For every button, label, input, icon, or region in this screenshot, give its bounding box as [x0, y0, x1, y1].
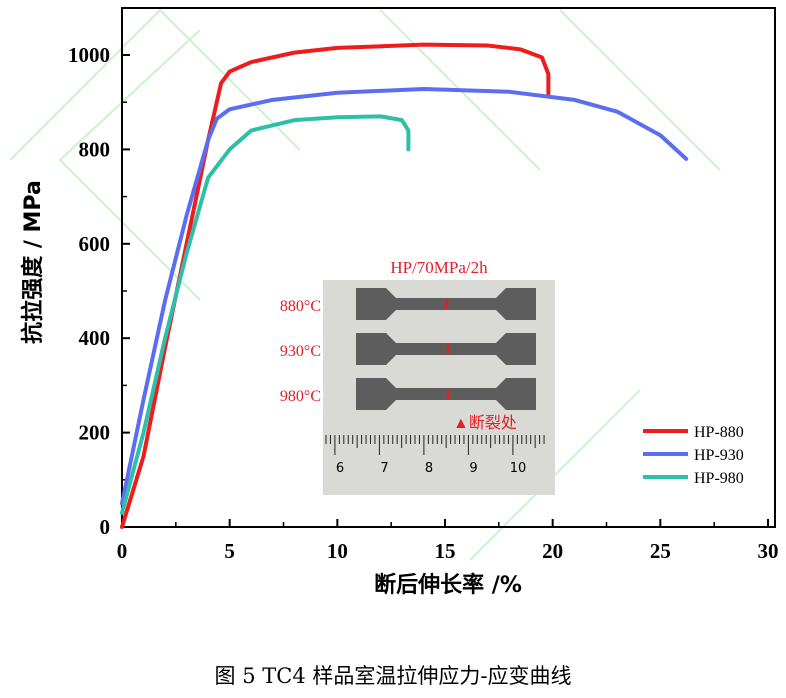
x-tick-label: 30 [758, 539, 779, 563]
ruler-label: 6 [336, 461, 344, 476]
legend-label: HP-980 [694, 470, 744, 487]
y-axis-label: 抗拉强度 / MPa [20, 180, 46, 344]
legend-label: HP-880 [694, 424, 744, 441]
legend-label: HP-930 [694, 447, 744, 464]
y-tick-label: 1000 [68, 43, 110, 67]
y-tick-label: 0 [100, 515, 111, 539]
series-line-hp-980 [120, 114, 411, 515]
x-tick-label: 5 [224, 539, 235, 563]
ruler-label: 8 [425, 461, 433, 476]
ruler-label: 10 [510, 461, 527, 476]
x-tick-label: 25 [650, 539, 671, 563]
y-tick-label: 400 [79, 326, 111, 350]
specimen [356, 333, 536, 365]
specimen [356, 378, 536, 410]
temperature-label: 880°C [280, 298, 321, 315]
ruler-label: 7 [380, 461, 388, 476]
temperature-label: 930°C [280, 343, 321, 360]
watermark-line [559, 9, 721, 171]
x-tick-label: 20 [542, 539, 563, 563]
x-tick-label: 15 [435, 539, 456, 563]
watermark-line [9, 9, 161, 161]
y-tick-label: 200 [79, 421, 111, 445]
y-tick-label: 800 [79, 137, 111, 161]
series-line-hp-930 [120, 86, 689, 506]
fracture-mark [443, 298, 450, 310]
x-tick-label: 10 [327, 539, 348, 563]
y-tick-label: 600 [79, 232, 111, 256]
x-axis-label: 断后伸长率 /% [374, 572, 522, 598]
plot-frame [121, 7, 776, 528]
ruler-label: 9 [469, 461, 477, 476]
watermark-line [59, 29, 201, 161]
fracture-label: ▲断裂处 [453, 414, 517, 432]
figure-caption: 图 5 TC4 样品室温拉伸应力-应变曲线 [214, 664, 572, 688]
watermark-line [159, 9, 301, 151]
x-tick-label: 0 [117, 539, 128, 563]
inset-title: HP/70MPa/2h [390, 258, 488, 277]
watermark-line [59, 159, 201, 301]
temperature-label: 980°C [280, 388, 321, 405]
